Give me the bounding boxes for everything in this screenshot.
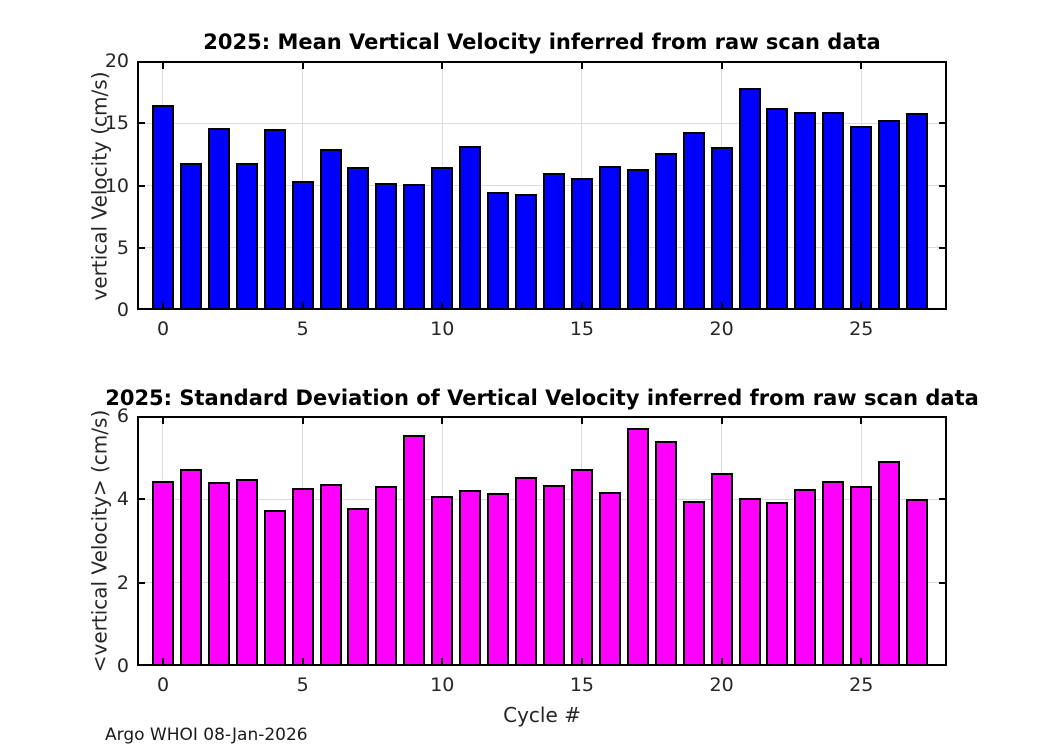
x-tick-label: 25 (849, 674, 874, 696)
x-tick-mark (720, 302, 723, 310)
x-tick-mark (301, 416, 304, 424)
x-axis-label-row: Cycle # (137, 703, 947, 727)
y-tick-mark (137, 246, 145, 249)
y-tick-mark (939, 498, 947, 501)
x-tick-mark (580, 302, 583, 310)
x-tick-mark (580, 416, 583, 424)
y-tick-label: 6 (116, 405, 129, 427)
x-tick-mark (860, 302, 863, 310)
horizontal-gridline (137, 122, 947, 124)
x-tick-mark (860, 416, 863, 424)
plot-border (137, 416, 947, 666)
x-tick-label: 10 (430, 318, 455, 340)
y-tick-mark (137, 122, 145, 125)
y-tick-label: 15 (104, 112, 129, 135)
figure-footer-credit: Argo WHOI 08-Jan-2026 (105, 725, 308, 745)
top-chart-xtick-labels: 0 5 10 15 20 25 (137, 318, 947, 342)
top-chart-title-row: 2025: Mean Vertical Velocity inferred fr… (137, 30, 947, 54)
y-tick-mark (137, 581, 145, 584)
x-tick-mark (720, 658, 723, 666)
x-tick-label: 25 (849, 318, 874, 340)
x-tick-label: 5 (296, 318, 309, 340)
y-tick-mark (137, 184, 145, 187)
y-tick-label: 0 (116, 299, 129, 321)
y-tick-mark (137, 498, 145, 501)
x-tick-label: 5 (296, 674, 309, 696)
x-tick-label: 15 (569, 318, 595, 340)
x-axis-label: Cycle # (503, 703, 581, 727)
x-tick-mark (720, 61, 723, 69)
top-chart-title: 2025: Mean Vertical Velocity inferred fr… (203, 30, 881, 54)
x-tick-mark (301, 61, 304, 69)
x-tick-mark (161, 302, 164, 310)
x-tick-mark (161, 416, 164, 424)
x-tick-label: 0 (156, 674, 170, 696)
x-tick-mark (580, 61, 583, 69)
x-tick-label: 0 (156, 318, 170, 340)
x-tick-mark (860, 658, 863, 666)
x-tick-label: 20 (709, 318, 734, 340)
horizontal-gridline (137, 582, 947, 584)
horizontal-gridline (137, 247, 947, 249)
x-tick-label: 20 (709, 674, 734, 696)
horizontal-gridline (137, 185, 947, 186)
y-tick-mark (939, 246, 947, 249)
x-tick-mark (441, 302, 444, 310)
x-tick-label: 10 (430, 674, 455, 696)
plot-border (137, 61, 947, 310)
x-tick-mark (301, 302, 304, 310)
bottom-chart-title-row: 2025: Standard Deviation of Vertical Vel… (105, 386, 979, 410)
x-tick-mark (441, 61, 444, 69)
bottom-chart-ytick-labels: 0 2 4 6 (50, 405, 129, 677)
bottom-chart-xtick-labels: 0 5 10 15 20 25 (137, 674, 947, 698)
y-tick-label: 5 (116, 236, 129, 259)
x-tick-mark (161, 658, 164, 666)
y-tick-label: 2 (116, 571, 129, 594)
top-chart-plot-area (137, 61, 947, 310)
x-tick-mark (860, 61, 863, 69)
x-tick-mark (301, 658, 304, 666)
y-tick-label: 20 (104, 50, 129, 72)
y-tick-mark (939, 184, 947, 187)
x-tick-mark (441, 658, 444, 666)
x-tick-mark (720, 416, 723, 424)
bottom-chart-title: 2025: Standard Deviation of Vertical Vel… (105, 386, 979, 410)
x-tick-mark (441, 416, 444, 424)
y-tick-label: 10 (104, 174, 129, 197)
y-tick-mark (939, 581, 947, 584)
x-tick-label: 15 (569, 674, 595, 696)
y-tick-label: 4 (116, 488, 129, 511)
bottom-chart-plot-area (137, 416, 947, 666)
y-tick-label: 0 (116, 655, 129, 677)
top-chart-ytick-labels: 0 5 10 15 20 (50, 50, 129, 321)
y-tick-mark (939, 122, 947, 125)
horizontal-gridline (137, 498, 947, 500)
x-tick-mark (161, 61, 164, 69)
x-tick-mark (580, 658, 583, 666)
